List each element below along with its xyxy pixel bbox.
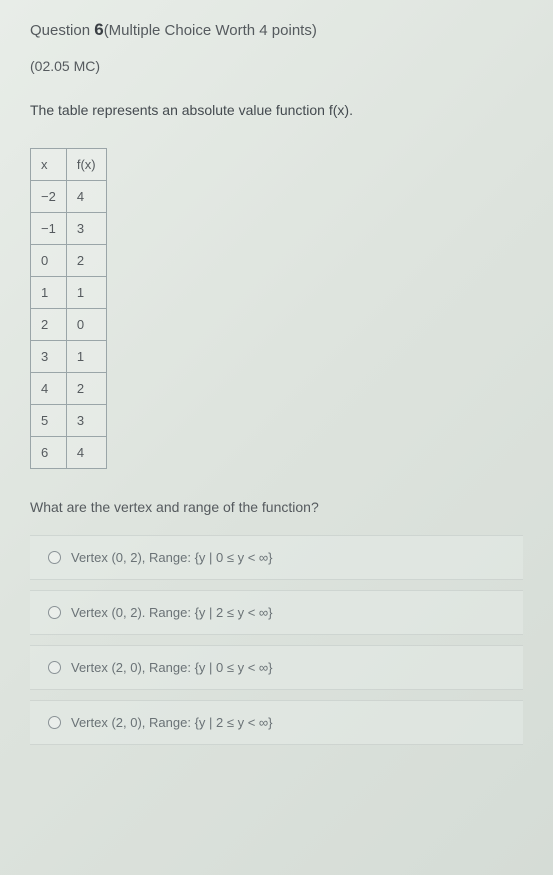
data-table: x f(x) −24 −13 02 11 20 31 42 53 64	[30, 148, 107, 469]
table-row: −24	[31, 181, 107, 213]
table-col-header: f(x)	[66, 149, 106, 181]
table-col-header: x	[31, 149, 67, 181]
table-row: 31	[31, 341, 107, 373]
choice-label: Vertex (2, 0), Range: {y | 0 ≤ y < ∞}	[71, 660, 273, 675]
table-row: −13	[31, 213, 107, 245]
choice-option[interactable]: Vertex (0, 2). Range: {y | 2 ≤ y < ∞}	[30, 590, 523, 635]
table-row: 02	[31, 245, 107, 277]
subquestion: What are the vertex and range of the fun…	[30, 499, 523, 515]
radio-icon	[48, 661, 61, 674]
choice-option[interactable]: Vertex (0, 2), Range: {y | 0 ≤ y < ∞}	[30, 535, 523, 580]
question-suffix: (Multiple Choice Worth 4 points)	[104, 22, 317, 39]
radio-icon	[48, 551, 61, 564]
question-code: (02.05 MC)	[30, 58, 523, 74]
table-header-row: x f(x)	[31, 149, 107, 181]
question-header: Question 6(Multiple Choice Worth 4 point…	[30, 20, 523, 40]
choice-option[interactable]: Vertex (2, 0), Range: {y | 2 ≤ y < ∞}	[30, 700, 523, 745]
table-row: 11	[31, 277, 107, 309]
radio-icon	[48, 716, 61, 729]
choice-label: Vertex (0, 2). Range: {y | 2 ≤ y < ∞}	[71, 605, 273, 620]
question-number: 6	[94, 20, 103, 39]
table-row: 42	[31, 373, 107, 405]
choice-label: Vertex (2, 0), Range: {y | 2 ≤ y < ∞}	[71, 715, 273, 730]
question-prefix: Question	[30, 22, 94, 39]
question-stem: The table represents an absolute value f…	[30, 102, 523, 118]
choice-label: Vertex (0, 2), Range: {y | 0 ≤ y < ∞}	[71, 550, 273, 565]
table-row: 20	[31, 309, 107, 341]
radio-icon	[48, 606, 61, 619]
table-row: 64	[31, 437, 107, 469]
table-row: 53	[31, 405, 107, 437]
choice-option[interactable]: Vertex (2, 0), Range: {y | 0 ≤ y < ∞}	[30, 645, 523, 690]
